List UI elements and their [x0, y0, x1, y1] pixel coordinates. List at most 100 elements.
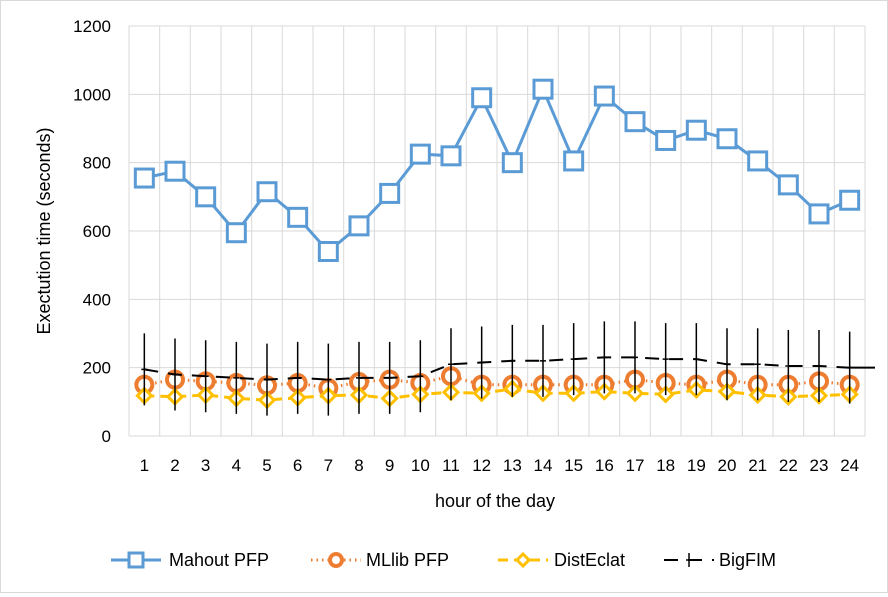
data-point: [287, 206, 309, 228]
legend: Mahout PFP MLlib PFP DistEclat BigFIM: [111, 550, 776, 570]
x-tick-label: 22: [779, 456, 798, 475]
data-point: [655, 129, 677, 151]
data-point: [294, 341, 301, 414]
data-point: [693, 323, 700, 396]
data-point: [348, 215, 370, 237]
x-tick-label: 13: [503, 456, 522, 475]
data-point: [256, 181, 278, 203]
data-point: [808, 203, 830, 225]
x-tick-label: 7: [324, 456, 333, 475]
data-point: [233, 341, 240, 414]
data-point: [164, 160, 186, 182]
x-tick-label: 23: [810, 456, 829, 475]
data-point: [570, 323, 577, 396]
data-point: [785, 329, 792, 402]
y-tick-label: 400: [83, 290, 111, 309]
data-point: [379, 182, 401, 204]
y-tick-labels: 0 200 400 600 800 1000 1200: [73, 17, 111, 446]
legend-label: Mahout PFP: [169, 550, 269, 570]
x-tick-label: 2: [170, 456, 179, 475]
legend-item-disteclat: DistEclat: [498, 550, 625, 570]
legend-item-bigfim: BigFIM: [664, 550, 776, 570]
grid-lines: [128, 25, 866, 437]
data-point: [632, 321, 638, 394]
data-point: [601, 321, 608, 394]
x-tick-label: 10: [411, 456, 430, 475]
data-point: [133, 167, 155, 189]
data-point: [777, 174, 799, 196]
data-point: [501, 152, 523, 174]
data-point: [356, 341, 362, 414]
x-tick-label: 6: [293, 456, 302, 475]
data-point: [509, 324, 516, 397]
x-tick-label: 1: [140, 456, 149, 475]
legend-label: DistEclat: [554, 550, 625, 570]
data-point: [317, 241, 339, 262]
data-point: [409, 143, 431, 165]
data-point: [172, 338, 178, 411]
data-point: [141, 333, 148, 406]
y-axis-title: Exectution time (seconds): [34, 127, 54, 334]
data-point: [593, 85, 615, 107]
y-tick-label: 0: [102, 427, 111, 446]
data-point: [225, 222, 247, 244]
legend-label: BigFIM: [719, 550, 776, 570]
x-tick-label: 5: [262, 456, 271, 475]
data-point: [540, 324, 546, 397]
legend-label: MLlib PFP: [366, 550, 449, 570]
data-point: [724, 328, 730, 401]
data-point: [264, 343, 270, 416]
data-point: [662, 323, 669, 396]
data-point: [686, 553, 692, 567]
data-point: [195, 186, 217, 208]
series-bigfim: [141, 321, 853, 416]
data-point: [417, 340, 424, 413]
series-mahout-pfp: [133, 78, 861, 262]
data-point: [325, 343, 332, 416]
data-point: [624, 111, 646, 133]
x-tick-label: 18: [656, 456, 675, 475]
y-tick-label: 1200: [73, 17, 111, 36]
data-point: [478, 326, 485, 399]
y-tick-label: 600: [83, 222, 111, 241]
x-tick-label: 11: [442, 456, 460, 475]
x-tick-label: 8: [354, 456, 363, 475]
data-point: [685, 119, 707, 141]
x-tick-label: 3: [201, 456, 210, 475]
x-tick-label: 15: [564, 456, 583, 475]
y-tick-label: 800: [83, 154, 111, 173]
x-tick-label: 24: [840, 456, 859, 475]
x-tick-label: 21: [748, 456, 767, 475]
data-point: [471, 87, 493, 109]
data-point: [127, 551, 145, 569]
data-point: [716, 128, 738, 150]
data-point: [328, 552, 344, 568]
y-tick-label: 200: [83, 359, 111, 378]
x-tick-labels: 1 2 3 4 5 6 7 8 9 10 11 12 13 14 15 16 17 18 19 20 21 22 23 24: [140, 456, 860, 475]
series-group: [133, 78, 875, 416]
data-point: [440, 145, 462, 167]
x-tick-label: 14: [534, 456, 553, 475]
x-tick-label: 19: [687, 456, 706, 475]
legend-item-mllib-pfp: MLlib PFP: [311, 550, 449, 570]
data-point: [563, 150, 585, 172]
data-point: [202, 340, 209, 413]
legend-item-mahout-pfp: Mahout PFP: [111, 550, 269, 570]
data-point: [448, 328, 454, 401]
x-tick-label: 17: [626, 456, 645, 475]
data-point: [839, 189, 861, 211]
data-point: [747, 150, 769, 172]
data-point: [386, 341, 393, 414]
x-tick-label: 16: [595, 456, 614, 475]
data-point: [514, 551, 532, 569]
data-point: [754, 328, 761, 401]
data-point: [816, 329, 822, 402]
data-point: [532, 78, 554, 100]
x-axis-title: hour of the day: [435, 491, 555, 511]
x-tick-label: 12: [472, 456, 491, 475]
y-tick-label: 1000: [73, 85, 111, 104]
x-tick-label: 20: [718, 456, 737, 475]
x-tick-label: 9: [385, 456, 394, 475]
